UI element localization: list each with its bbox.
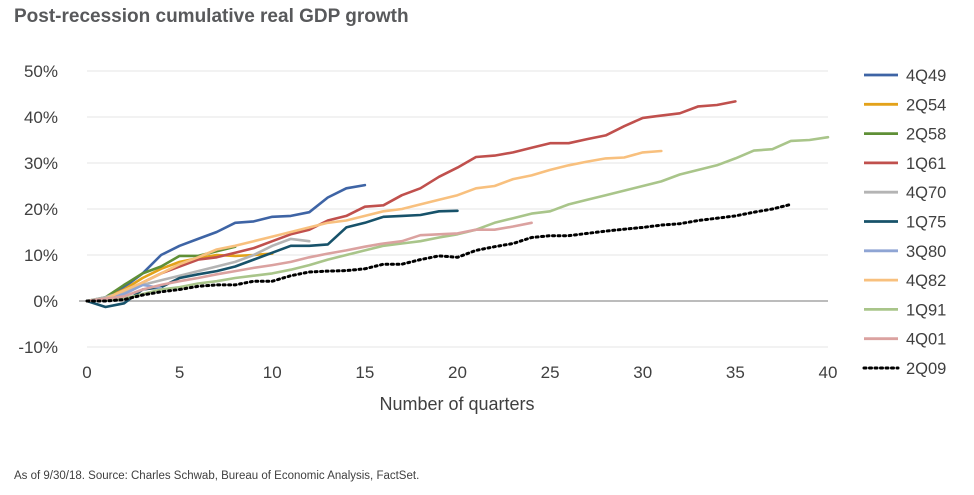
- series-line-1q61: [85, 100, 737, 303]
- y-tick-label: 20%: [24, 200, 58, 219]
- legend-label-1q91: 1Q91: [906, 301, 946, 319]
- x-tick-label: 0: [82, 363, 91, 382]
- y-tick-label: 50%: [24, 62, 58, 81]
- series-line-4q49: [85, 183, 367, 303]
- legend: 4Q49 2Q54 2Q58 1Q61 4Q70 1Q75 3Q80 4Q82 1Q91 4Q01…: [862, 67, 946, 378]
- series-line-1q75: [85, 209, 459, 309]
- legend-label-4q70: 4Q70: [906, 184, 946, 202]
- x-tick-label: 20: [448, 363, 467, 382]
- y-tick-label: 40%: [24, 108, 58, 127]
- axis-layer: -10% 0% 10% 20% 30% 40% 50% 0 5 10 15 20 25 30 35 40: [18, 62, 837, 382]
- legend-label-2q09: 2Q09: [906, 360, 946, 378]
- legend-label-1q75: 1Q75: [906, 214, 946, 232]
- series-line-4q01: [85, 221, 533, 303]
- y-tick-label: -10%: [18, 338, 58, 357]
- series-line-2q09: [85, 202, 793, 303]
- series-layer: [85, 100, 830, 309]
- legend-label-2q58: 2Q58: [906, 126, 946, 144]
- legend-label-3q80: 3Q80: [906, 243, 946, 261]
- x-tick-label: 35: [726, 363, 745, 382]
- x-axis-title: Number of quarters: [379, 394, 534, 414]
- legend-label-4q49: 4Q49: [906, 67, 946, 85]
- x-tick-label: 15: [355, 363, 374, 382]
- y-tick-label: 10%: [24, 246, 58, 265]
- x-tick-label: 10: [263, 363, 282, 382]
- y-tick-label: 30%: [24, 154, 58, 173]
- x-tick-label: 40: [819, 363, 838, 382]
- x-tick-label: 5: [175, 363, 184, 382]
- x-tick-label: 30: [633, 363, 652, 382]
- chart-title: Post-recession cumulative real GDP growt…: [14, 6, 409, 27]
- legend-label-4q01: 4Q01: [906, 331, 946, 349]
- series-line-4q82: [85, 149, 663, 303]
- source-note: As of 9/30/18. Source: Charles Schwab, B…: [14, 470, 420, 482]
- y-tick-label: 0%: [33, 292, 58, 311]
- legend-label-1q61: 1Q61: [906, 155, 946, 173]
- legend-label-4q82: 4Q82: [906, 272, 946, 290]
- legend-label-2q54: 2Q54: [906, 96, 946, 114]
- x-tick-label: 25: [541, 363, 560, 382]
- grid-layer: [87, 70, 828, 348]
